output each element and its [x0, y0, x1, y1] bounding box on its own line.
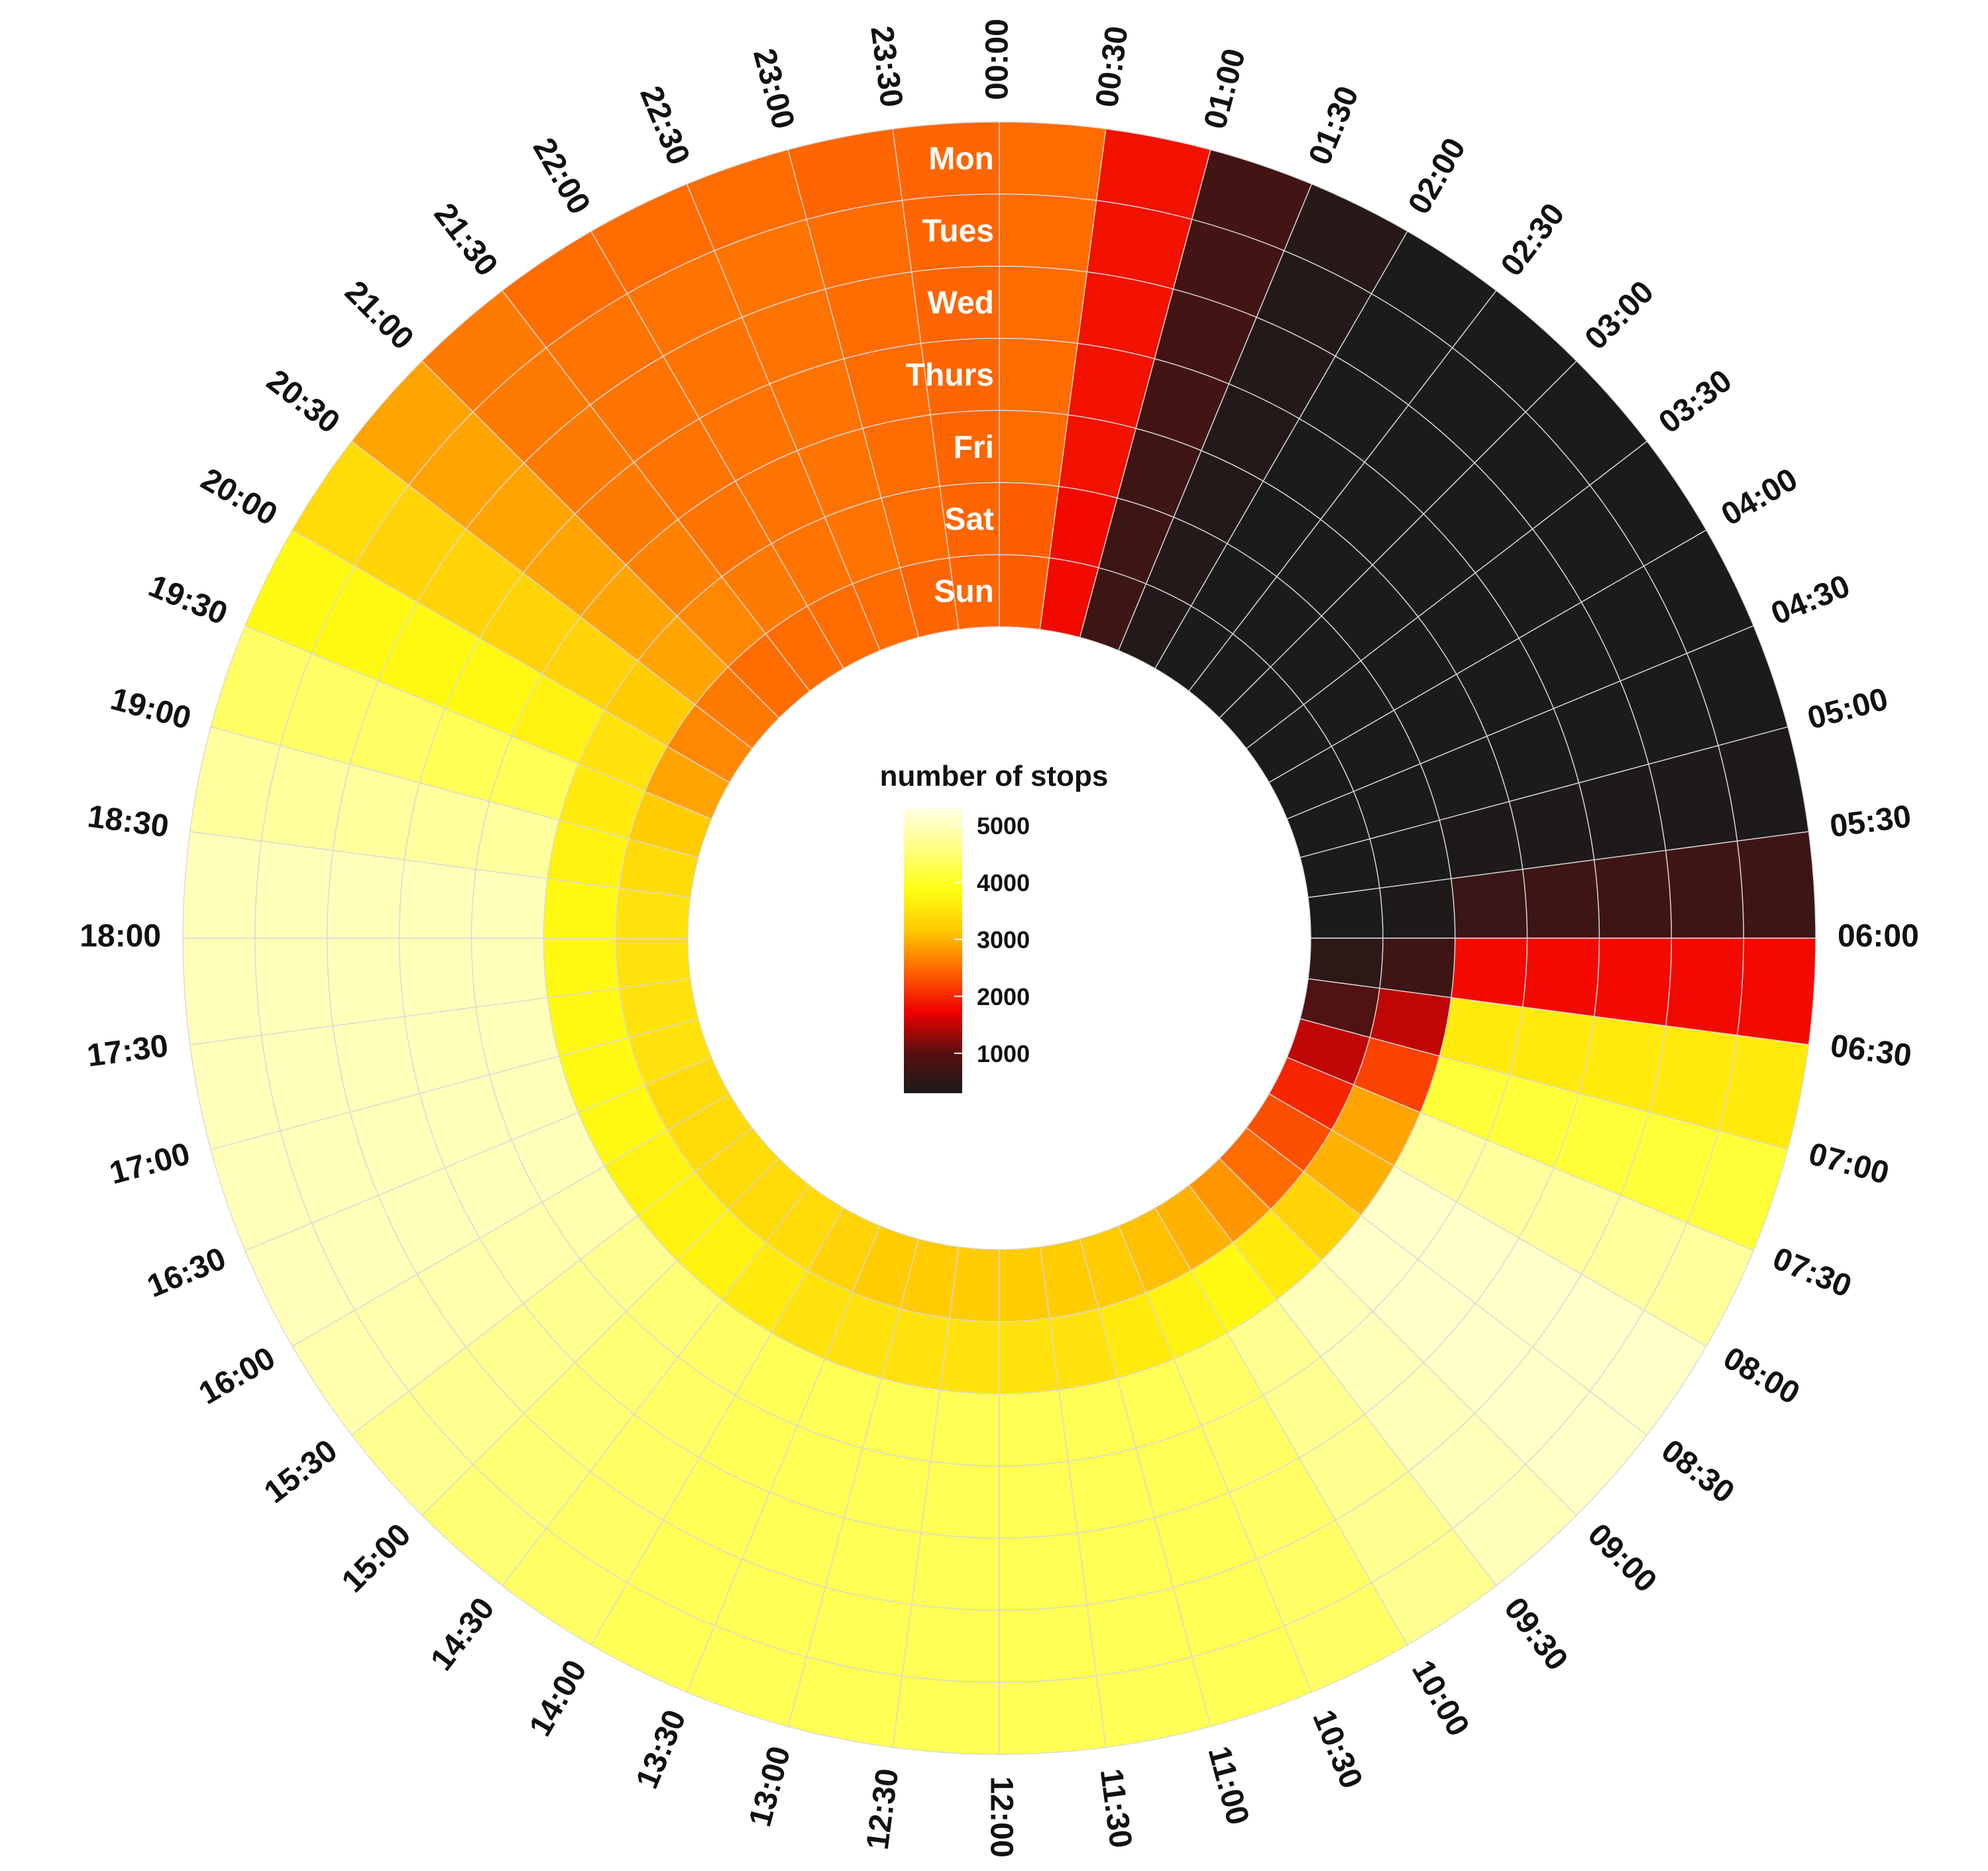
heatmap-cell: [182, 831, 262, 939]
heatmap-cell: [327, 849, 406, 939]
heatmap-cell: [999, 193, 1097, 273]
time-tick-label: 06:00: [1838, 919, 1919, 954]
heatmap-cell: [939, 1318, 1000, 1395]
heatmap-cell: [1665, 840, 1744, 939]
heatmap-cell: [999, 1532, 1088, 1611]
heatmap-cell: [999, 409, 1069, 487]
heatmap-cell: [920, 1460, 1000, 1539]
heatmap-cell: [999, 1675, 1107, 1755]
heatmap-cell: [999, 121, 1107, 201]
heatmap-cell: [999, 1460, 1078, 1539]
heatmap-cell: [1736, 831, 1816, 939]
heatmap-cell: [398, 859, 477, 939]
heatmap-cell: [254, 937, 334, 1036]
legend-tick-label: 4000: [977, 869, 1030, 896]
legend-tick-label: 2000: [977, 983, 1030, 1010]
heatmap-cell: [1379, 937, 1456, 998]
heatmap-cell: [254, 840, 334, 939]
heatmap-cell: [999, 1318, 1060, 1395]
heatmap-cell: [999, 1246, 1050, 1322]
day-label: Tues: [922, 213, 994, 248]
legend-ticks: 1000 2000 3000 4000 5000: [954, 812, 1030, 1067]
time-tick-label: 18:00: [80, 919, 161, 954]
day-label: Sun: [934, 574, 994, 610]
heatmap-cell: [999, 337, 1078, 416]
heatmap-cell: [999, 482, 1060, 559]
heatmap-cells: [182, 121, 1816, 1755]
day-label: Mon: [928, 141, 994, 176]
heatmap-cell: [999, 266, 1088, 345]
day-labels: Mon Tues Wed Thurs Fri Sat Sun: [906, 141, 994, 609]
heatmap-cell: [543, 937, 620, 998]
day-label: Wed: [928, 286, 994, 321]
heatmap-cell: [901, 1603, 1000, 1683]
heatmap-cell: [911, 1532, 1000, 1611]
heatmap-cell: [1307, 887, 1384, 939]
heatmap-cell: [892, 1675, 1000, 1755]
heatmap-cell: [1736, 937, 1816, 1045]
legend-tick-label: 5000: [977, 812, 1030, 839]
heatmap-cell: [615, 937, 691, 989]
legend-tick-label: 3000: [977, 926, 1030, 953]
heatmap-cell: [1665, 937, 1744, 1036]
heatmap-cell: [1593, 937, 1672, 1027]
legend-colorbar: [904, 808, 962, 1093]
heatmap-cell: [1521, 859, 1600, 939]
heatmap-cell: [182, 937, 262, 1045]
heatmap-cell: [1593, 849, 1672, 939]
heatmap-cell: [999, 1603, 1097, 1683]
heatmap-cell: [999, 1389, 1069, 1467]
legend-tick-label: 1000: [977, 1040, 1030, 1067]
day-label: Thurs: [906, 358, 994, 393]
heatmap-cell: [1451, 937, 1528, 1008]
legend-title: number of stops: [880, 760, 1109, 792]
heatmap-cell: [470, 869, 548, 939]
time-tick-label: 00:00: [980, 19, 1015, 100]
color-legend: number of stops 1000 2000 3000 4000 5000: [880, 760, 1109, 1093]
heatmap-cell: [930, 1389, 1000, 1467]
heatmap-cell: [543, 878, 620, 939]
heatmap-cell: [398, 937, 477, 1017]
heatmap-cell: [1379, 878, 1456, 939]
time-tick-label: 12:00: [983, 1776, 1019, 1858]
day-label: Sat: [944, 502, 994, 537]
heatmap-cell: [327, 937, 406, 1027]
heatmap-cell: [470, 937, 548, 1008]
heatmap-cell: [1451, 869, 1528, 939]
heatmap-cell: [948, 554, 1000, 630]
day-label: Fri: [954, 430, 994, 465]
heatmap-cell: [1521, 937, 1600, 1017]
